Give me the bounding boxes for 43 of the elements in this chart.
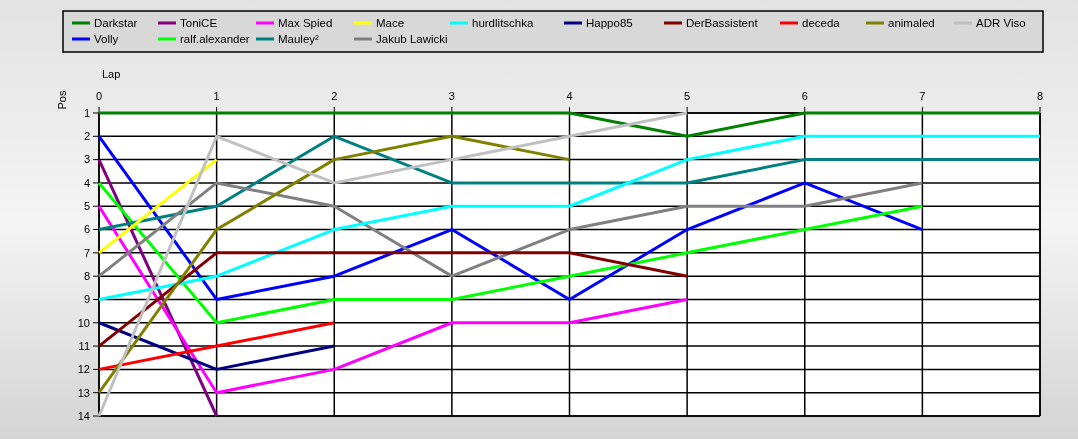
- legend-label: animaled: [888, 17, 935, 30]
- y-tick-label: 7: [83, 246, 90, 259]
- legend-label: ADR Viso: [976, 17, 1026, 30]
- legend-label: Max Spied: [278, 17, 333, 30]
- y-tick-label: 12: [77, 363, 90, 376]
- legend-label: Mauley²: [278, 33, 320, 46]
- line-series: [97, 181, 924, 278]
- x-tick-label: 4: [566, 90, 573, 102]
- x-tick-label: 7: [919, 90, 926, 102]
- y-axis-title: Pos: [56, 90, 68, 110]
- y-tick-label: 9: [83, 293, 90, 306]
- x-tick-label: 5: [684, 90, 691, 102]
- line-series: [97, 204, 689, 395]
- legend-label: Happo85: [586, 17, 633, 30]
- y-tick-label: 8: [83, 270, 90, 282]
- legend-label: ToniCE: [180, 17, 218, 30]
- y-tick-label: 3: [83, 153, 90, 166]
- legend-label: Mace: [376, 17, 405, 30]
- x-tick-label: 0: [95, 90, 103, 102]
- line-series: [97, 181, 924, 325]
- y-tick-label: 6: [83, 223, 90, 236]
- legend-label: DerBassistent: [686, 17, 759, 30]
- legend-label: ralf.alexander: [180, 33, 250, 46]
- y-tick-label: 1: [83, 106, 90, 119]
- legend-label: deceda: [802, 17, 841, 30]
- x-tick-label: 6: [801, 90, 808, 102]
- x-axis-title: Lap: [102, 68, 121, 80]
- y-tick-label: 13: [77, 386, 90, 399]
- y-tick-label: 2: [83, 130, 90, 143]
- legend-label: Jakub Lawicki: [376, 33, 448, 46]
- legend-label: Darkstar: [94, 17, 138, 30]
- y-tick-label: 10: [77, 316, 90, 329]
- x-tick-label: 3: [448, 90, 455, 102]
- x-tick-label: 8: [1036, 90, 1044, 102]
- y-tick-label: 4: [83, 176, 90, 189]
- line-series: [97, 134, 571, 395]
- legend-label: Volly: [94, 33, 119, 46]
- y-tick-label: 11: [78, 339, 90, 352]
- x-tick-label: 2: [331, 90, 338, 102]
- x-tick-label: 1: [213, 90, 220, 102]
- legend-label: hurdlitschka: [472, 17, 534, 30]
- y-tick-label: 5: [83, 200, 90, 213]
- y-tick-label: 14: [77, 409, 90, 422]
